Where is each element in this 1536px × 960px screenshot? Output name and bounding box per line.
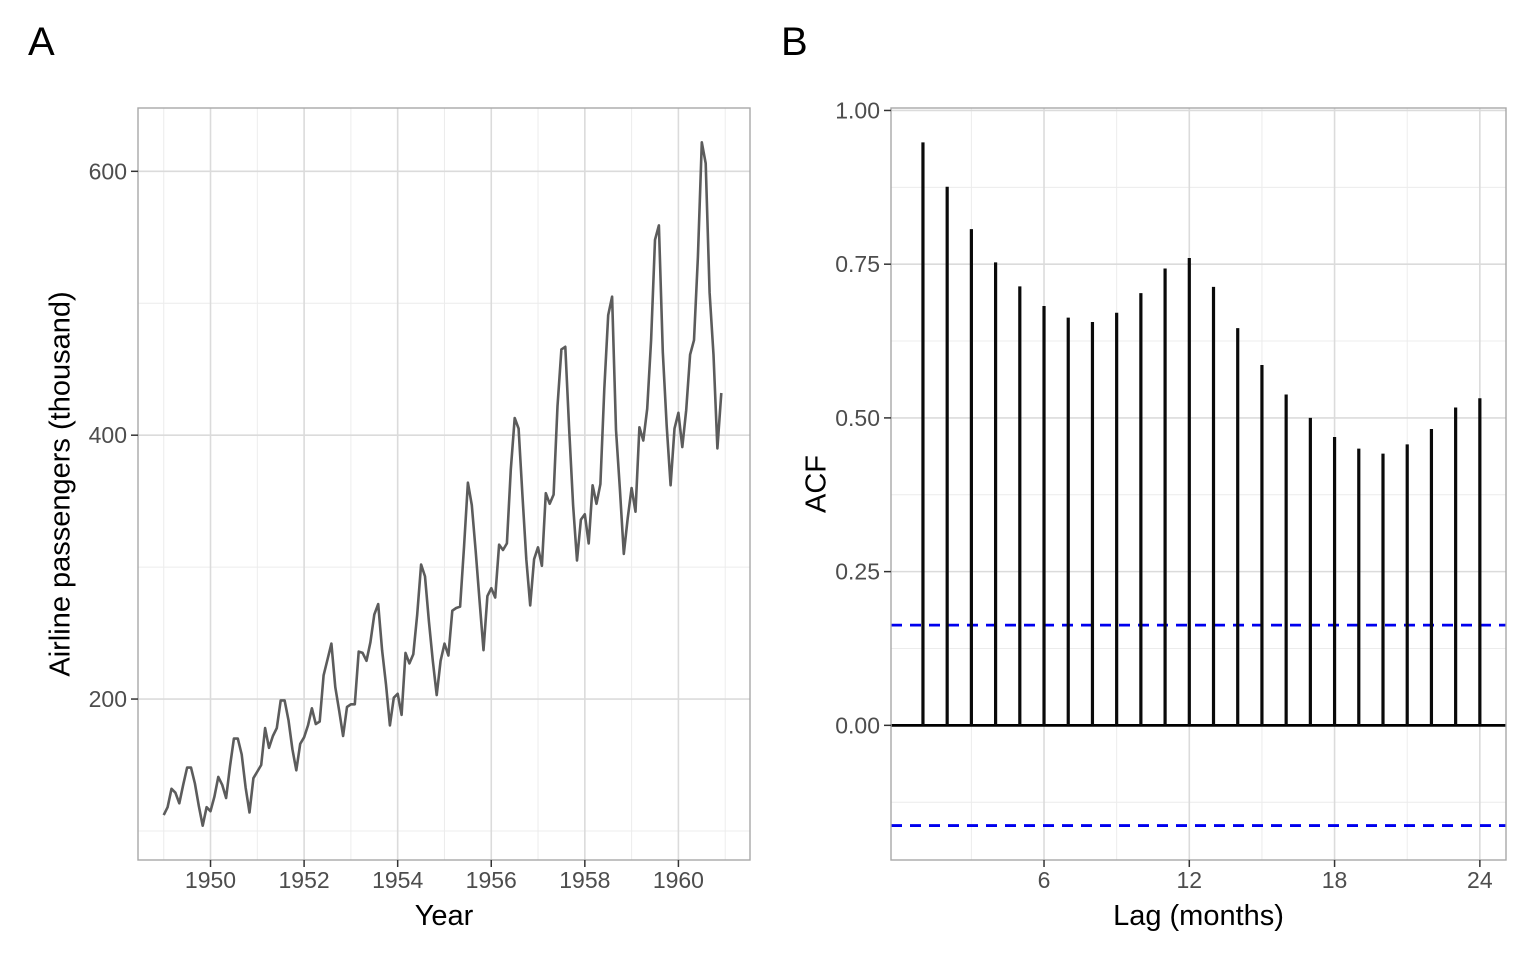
x-tick-label: 12 <box>1177 867 1203 893</box>
x-tick-label: 1958 <box>559 867 610 893</box>
y-tick-label: 400 <box>89 422 127 448</box>
x-tick-label: 24 <box>1467 867 1493 893</box>
y-tick-label: 200 <box>89 686 127 712</box>
panel-b-y-axis-title: ACF <box>800 455 833 513</box>
panel-border <box>890 107 1507 861</box>
x-tick-label: 18 <box>1322 867 1348 893</box>
x-tick-label: 1960 <box>653 867 704 893</box>
y-tick-label: 0.00 <box>835 712 880 738</box>
x-tick-label: 1952 <box>279 867 330 893</box>
x-tick-label: 1950 <box>185 867 236 893</box>
airline-series-line <box>162 141 723 828</box>
y-tick-label: 600 <box>89 158 127 184</box>
y-tick-label: 0.50 <box>835 405 880 431</box>
x-tick-label: 1956 <box>466 867 517 893</box>
y-tick-label: 1.00 <box>835 97 880 123</box>
panel-a-y-axis-title: Airline passengers (thousand) <box>44 291 77 677</box>
x-tick-label: 6 <box>1038 867 1051 893</box>
panel-b-x-axis-title: Lag (months) <box>1113 900 1284 932</box>
panel-a-x-axis-title: Year <box>414 900 474 932</box>
y-tick-label: 0.75 <box>835 251 880 277</box>
x-tick-label: 1954 <box>372 867 423 893</box>
panel-a-label: A <box>28 20 55 64</box>
y-tick-label: 0.25 <box>835 559 880 585</box>
panel-b-label: B <box>781 20 808 64</box>
panel-border <box>137 107 751 861</box>
